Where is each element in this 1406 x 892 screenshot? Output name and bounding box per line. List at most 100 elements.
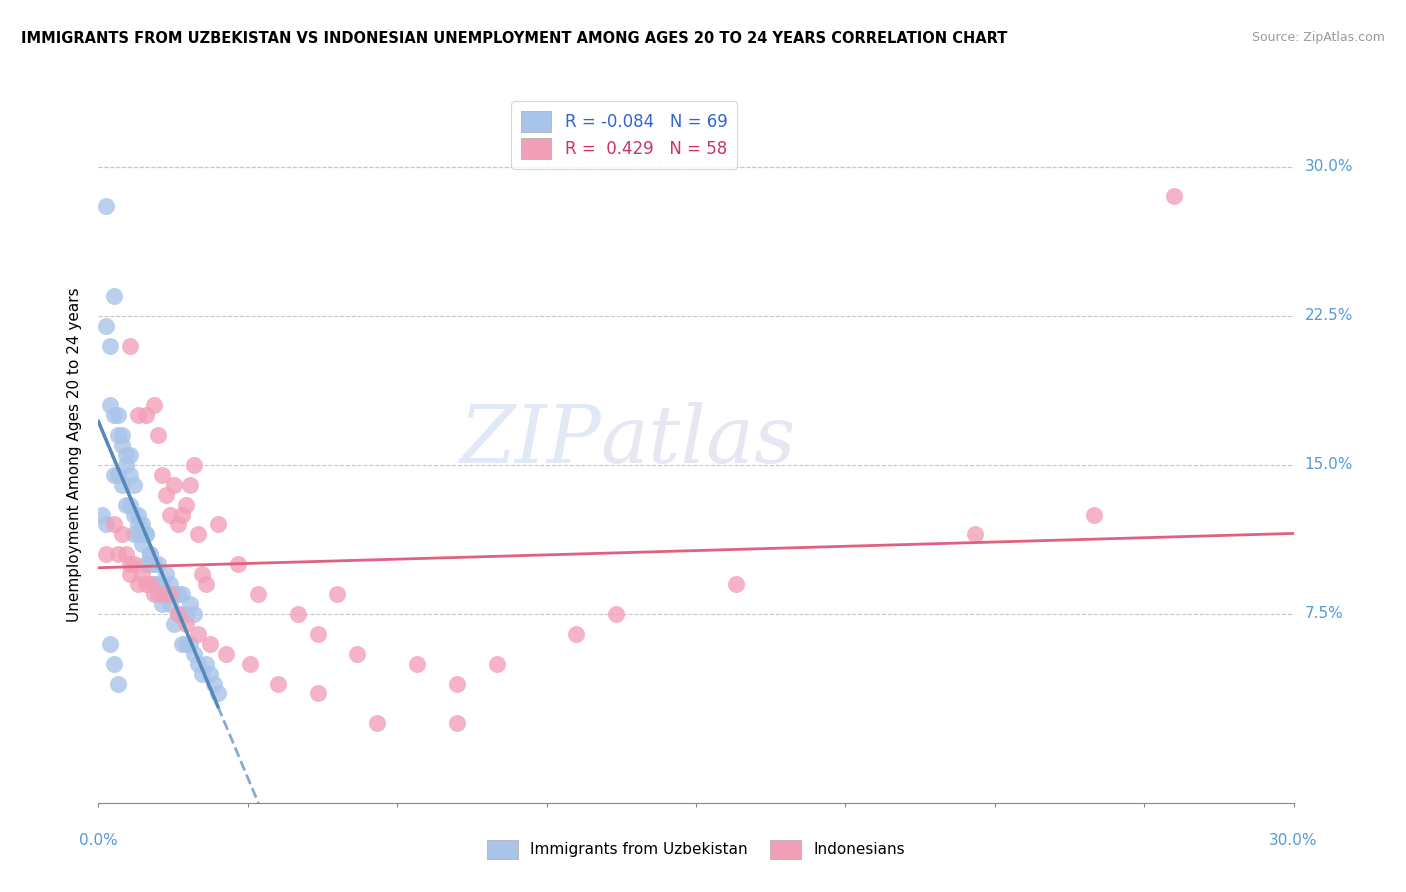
Text: Source: ZipAtlas.com: Source: ZipAtlas.com <box>1251 31 1385 45</box>
Point <box>120 448 142 462</box>
Point <box>159 587 181 601</box>
Text: 7.5%: 7.5% <box>1305 607 1343 622</box>
Point <box>183 647 205 661</box>
Point <box>159 577 181 591</box>
Point <box>307 627 329 641</box>
Point <box>139 558 162 572</box>
Point <box>191 666 214 681</box>
Point <box>163 477 186 491</box>
Point <box>485 657 508 671</box>
Point <box>174 637 197 651</box>
Point <box>120 498 142 512</box>
Point <box>131 527 153 541</box>
Point <box>167 587 190 601</box>
Text: 15.0%: 15.0% <box>1305 458 1353 473</box>
Point <box>150 597 173 611</box>
Point <box>115 547 138 561</box>
Point <box>103 467 125 482</box>
Point <box>239 657 262 671</box>
Point <box>605 607 627 621</box>
Point <box>107 676 129 690</box>
Point <box>98 398 122 412</box>
Point <box>195 657 218 671</box>
Point <box>111 438 134 452</box>
Point <box>135 527 157 541</box>
Point <box>96 318 118 333</box>
Point <box>98 338 122 352</box>
Point <box>174 498 197 512</box>
Point <box>131 537 153 551</box>
Point <box>191 567 214 582</box>
Point <box>103 408 125 422</box>
Point <box>107 428 129 442</box>
Point <box>179 597 201 611</box>
Point <box>135 408 157 422</box>
Point <box>155 567 177 582</box>
Point <box>120 338 142 352</box>
Point <box>107 467 129 482</box>
Point <box>174 616 197 631</box>
Point <box>1083 508 1105 522</box>
Point <box>167 607 190 621</box>
Point <box>150 577 173 591</box>
Text: atlas: atlas <box>600 402 796 480</box>
Point <box>127 508 149 522</box>
Point <box>148 428 170 442</box>
Point <box>148 558 170 572</box>
Point <box>172 587 194 601</box>
Point <box>346 647 368 661</box>
Point <box>115 448 138 462</box>
Text: 30.0%: 30.0% <box>1305 159 1353 174</box>
Point <box>115 458 138 472</box>
Point <box>198 637 221 651</box>
Point <box>127 517 149 532</box>
Point <box>207 686 229 700</box>
Point <box>406 657 429 671</box>
Point <box>120 558 142 572</box>
Point <box>226 558 249 572</box>
Point <box>326 587 349 601</box>
Point <box>155 488 177 502</box>
Point <box>96 547 118 561</box>
Point <box>179 637 201 651</box>
Point <box>174 607 197 621</box>
Point <box>143 587 166 601</box>
Point <box>150 587 173 601</box>
Point <box>103 657 125 671</box>
Point <box>366 716 388 731</box>
Point <box>148 577 170 591</box>
Point <box>1163 189 1185 203</box>
Point <box>150 587 173 601</box>
Text: 22.5%: 22.5% <box>1305 309 1353 323</box>
Point <box>124 508 146 522</box>
Point <box>127 527 149 541</box>
Point <box>96 517 118 532</box>
Point <box>131 567 153 582</box>
Point <box>143 398 166 412</box>
Point <box>172 637 194 651</box>
Text: IMMIGRANTS FROM UZBEKISTAN VS INDONESIAN UNEMPLOYMENT AMONG AGES 20 TO 24 YEARS : IMMIGRANTS FROM UZBEKISTAN VS INDONESIAN… <box>21 31 1008 46</box>
Y-axis label: Unemployment Among Ages 20 to 24 years: Unemployment Among Ages 20 to 24 years <box>67 287 83 623</box>
Point <box>187 527 209 541</box>
Point <box>565 627 588 641</box>
Point <box>139 577 162 591</box>
Text: 30.0%: 30.0% <box>1270 833 1317 848</box>
Point <box>139 547 162 561</box>
Point <box>111 477 134 491</box>
Point <box>159 597 181 611</box>
Point <box>150 467 173 482</box>
Point <box>107 408 129 422</box>
Point <box>111 527 134 541</box>
Point <box>124 558 146 572</box>
Point <box>446 676 468 690</box>
Point <box>124 477 146 491</box>
Point <box>446 716 468 731</box>
Point <box>183 458 205 472</box>
Point <box>115 498 138 512</box>
Point <box>127 408 149 422</box>
Text: 0.0%: 0.0% <box>79 833 118 848</box>
Point <box>179 477 201 491</box>
Point <box>135 558 157 572</box>
Point <box>963 527 986 541</box>
Point <box>167 517 190 532</box>
